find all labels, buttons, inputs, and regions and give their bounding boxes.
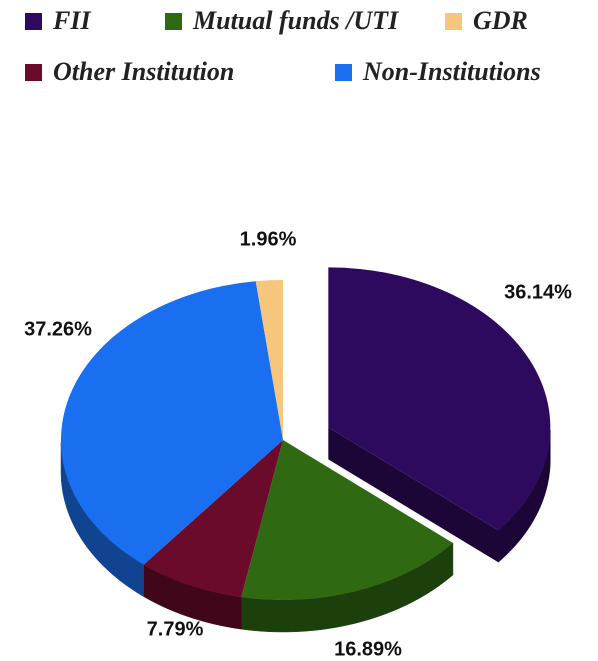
slice [241,440,453,600]
legend-label: Other Institution [53,57,234,86]
slice-cut [328,427,499,563]
legend-swatch [25,13,42,30]
legend-label: Non-Institutions [362,57,541,86]
legend-swatch [335,64,352,81]
value-label: 16.89% [334,638,402,660]
value-label: 37.26% [24,318,92,340]
legend-label: Mutual funds /UTI [192,6,399,35]
legend-swatch [445,13,462,30]
value-label: 7.79% [147,618,204,640]
slice [143,440,283,598]
legend-label: FII [52,6,91,35]
value-label: 1.96% [240,228,297,250]
value-label: 36.14% [504,281,572,303]
slice [255,280,283,440]
legend-swatch [165,13,182,30]
slice [60,281,284,565]
legend-swatch [25,64,42,81]
legend-label: GDR [473,6,528,35]
slice [328,267,551,531]
